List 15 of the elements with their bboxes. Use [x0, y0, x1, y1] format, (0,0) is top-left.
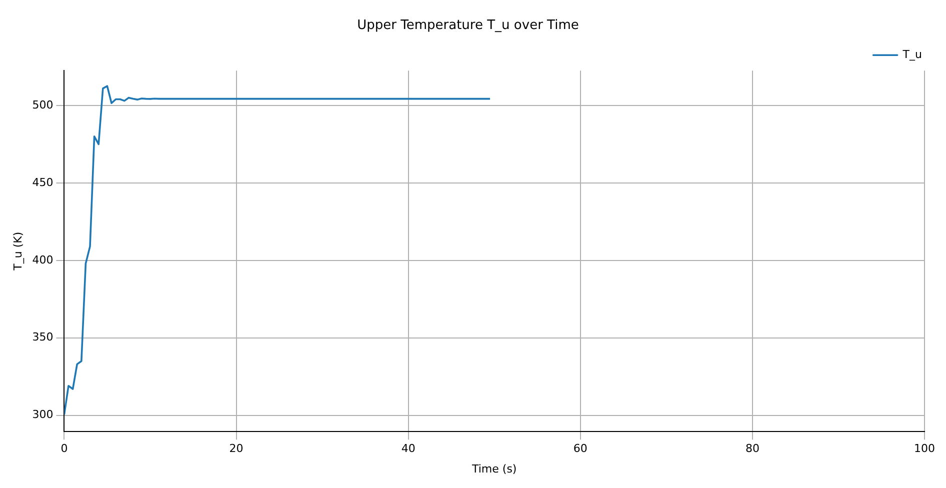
y-axis-title: T_u (K): [11, 232, 24, 272]
y-tick-label: 350: [32, 330, 54, 344]
y-tick-label: 500: [32, 98, 54, 112]
x-tick-label: 60: [573, 442, 588, 456]
y-tick-label: 450: [32, 176, 54, 189]
y-tick-label: 400: [32, 253, 54, 266]
legend-label: T_u: [902, 48, 922, 61]
x-tick-label: 0: [60, 442, 68, 456]
chart-title: Upper Temperature T_u over Time: [357, 18, 579, 34]
x-tick-label: 100: [914, 442, 935, 456]
x-axis-title: Time (s): [470, 462, 517, 476]
x-tick-label: 40: [401, 442, 416, 456]
x-tick-label: 80: [745, 442, 760, 456]
x-tick-label: 20: [229, 442, 244, 456]
y-tick-label: 300: [32, 408, 54, 422]
